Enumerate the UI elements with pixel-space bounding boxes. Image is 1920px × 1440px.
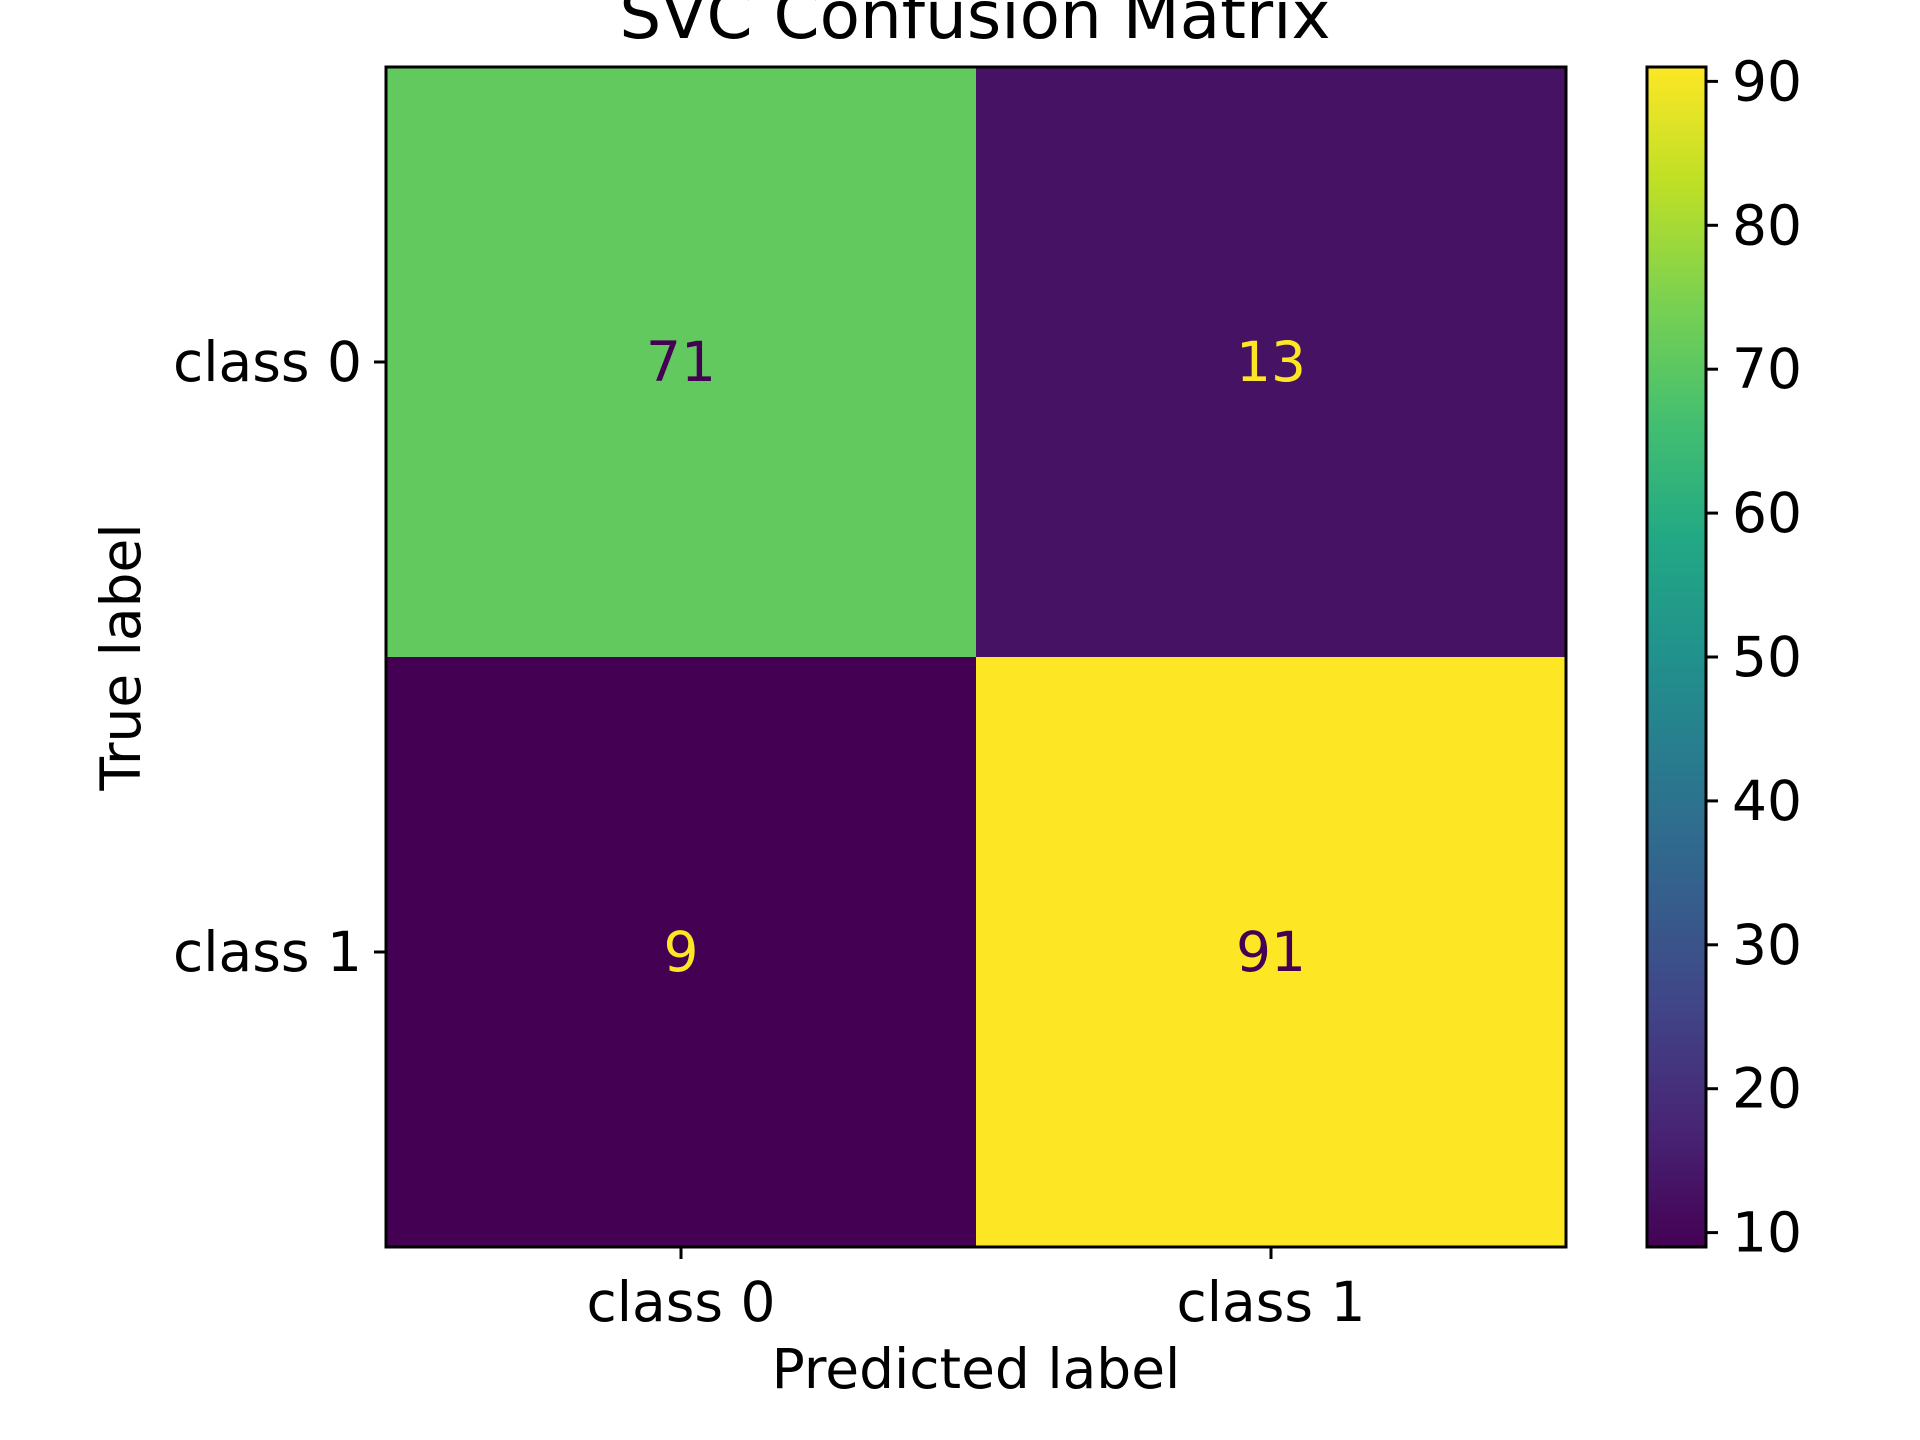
chart-title: SVC Confusion Matrix — [619, 0, 1330, 54]
colorbar — [1645, 65, 1708, 1249]
colorbar-tick-label: 90 — [1732, 49, 1802, 113]
heatmap-cell-value: 71 — [646, 330, 716, 394]
heatmap-cell — [386, 67, 976, 657]
heatmap-cell-value: 9 — [664, 920, 699, 984]
y-tick-label: class 1 — [173, 920, 362, 984]
y-tick-label: class 0 — [173, 330, 362, 394]
heatmap-cell-labels: 71 13 9 91 — [646, 330, 1306, 984]
colorbar-tick-label: 20 — [1732, 1057, 1802, 1121]
colorbar-tick-label: 60 — [1732, 481, 1802, 545]
heatmap-cell — [386, 657, 976, 1247]
x-tick-label: class 0 — [586, 1270, 775, 1334]
colorbar-tick-label: 70 — [1732, 337, 1802, 401]
colorbar-ticks: 10 20 30 40 50 60 70 80 90 — [1706, 49, 1802, 1265]
x-tick-label: class 1 — [1176, 1270, 1365, 1334]
heatmap-cells — [386, 67, 1566, 1247]
colorbar-tick-label: 10 — [1732, 1201, 1802, 1265]
x-axis-ticks: class 0 class 1 — [586, 1247, 1366, 1334]
colorbar-tick-label: 50 — [1732, 625, 1802, 689]
heatmap-cell-value: 91 — [1236, 920, 1306, 984]
heatmap-cell — [976, 657, 1566, 1247]
y-axis-ticks: class 0 class 1 — [173, 330, 386, 984]
colorbar-tick-label: 30 — [1732, 913, 1802, 977]
y-axis-label: True label — [89, 523, 153, 791]
heatmap-cell — [976, 67, 1566, 657]
colorbar-tick-label: 40 — [1732, 769, 1802, 833]
heatmap-cell-value: 13 — [1236, 330, 1306, 394]
plot-frame — [384, 65, 1568, 1249]
colorbar-tick-label: 80 — [1732, 193, 1802, 257]
x-axis-label: Predicted label — [772, 1337, 1181, 1401]
